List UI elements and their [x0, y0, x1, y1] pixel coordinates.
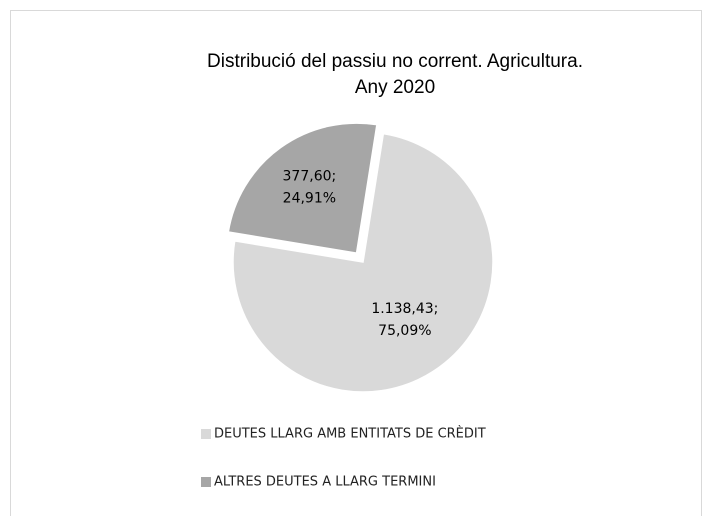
legend-swatch: [201, 429, 211, 439]
legend-label: DEUTES LLARG AMB ENTITATS DE CRÈDIT: [214, 426, 486, 442]
data-label: 377,60;: [283, 169, 337, 185]
legend-swatch: [201, 477, 211, 487]
pie-slice: [232, 132, 494, 393]
data-label: 24,91%: [283, 191, 336, 207]
legend-label: ALTRES DEUTES A LLARG TERMINI: [214, 475, 436, 490]
data-label: 75,09%: [378, 323, 431, 339]
chart-title: Any 2020: [355, 77, 435, 98]
pie-slice: [227, 122, 378, 254]
chart-title: Distribució del passiu no corrent. Agric…: [207, 51, 583, 72]
data-label: 1.138,43;: [371, 301, 438, 317]
